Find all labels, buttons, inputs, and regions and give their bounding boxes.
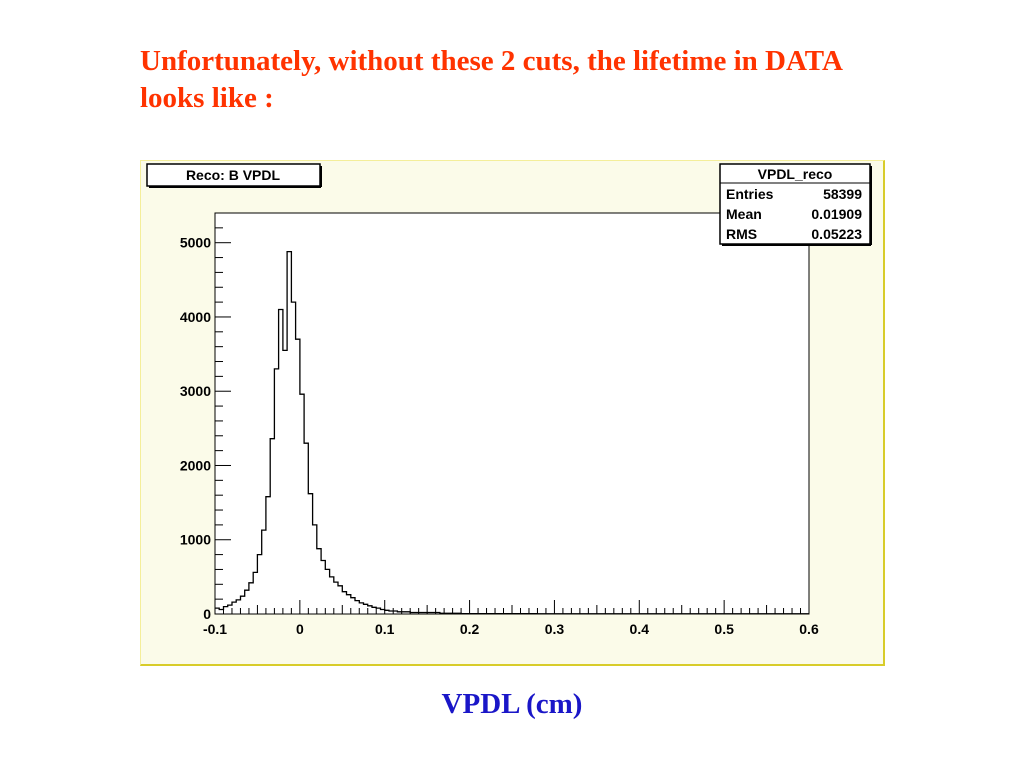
x-tick-label: 0.5 (714, 621, 734, 637)
y-tick-label: 5000 (180, 235, 211, 251)
stats-entries-label: Entries (726, 186, 774, 202)
stats-box: VPDL_reco Entries 58399 Mean 0.01909 RMS… (719, 163, 872, 246)
x-axis: -0.1 0 0.1 0.2 0.3 0.4 0.5 0.6 (203, 600, 819, 637)
stats-rms-label: RMS (726, 226, 757, 242)
y-axis: 0 1000 2000 3000 4000 5000 (180, 212, 231, 622)
slide-title: Unfortunately, without these 2 cuts, the… (140, 45, 842, 114)
stats-mean-value: 0.01909 (811, 206, 862, 222)
x-tick-label: 0 (296, 621, 304, 637)
x-tick-label: 0.2 (460, 621, 480, 637)
y-tick-label: 3000 (180, 383, 211, 399)
stats-entries-value: 58399 (823, 186, 862, 202)
x-tick-label: -0.1 (203, 621, 227, 637)
stats-mean-label: Mean (726, 206, 762, 222)
y-tick-label: 2000 (180, 457, 211, 473)
x-tick-label: 0.6 (799, 621, 819, 637)
histogram-title: Reco: B VPDL (186, 167, 281, 183)
y-tick-label: 0 (203, 606, 211, 622)
x-axis-caption: VPDL (cm) (441, 688, 583, 720)
y-tick-label: 1000 (180, 532, 211, 548)
y-tick-label: 4000 (180, 309, 211, 325)
x-tick-label: 0.3 (545, 621, 565, 637)
histogram-line (215, 250, 809, 615)
stats-name: VPDL_reco (758, 166, 833, 182)
stats-rms-value: 0.05223 (811, 226, 862, 242)
x-tick-label: 0.1 (375, 621, 395, 637)
histogram-title-box: Reco: B VPDL (146, 163, 322, 188)
x-tick-label: 0.4 (630, 621, 650, 637)
plot-frame (214, 212, 810, 615)
